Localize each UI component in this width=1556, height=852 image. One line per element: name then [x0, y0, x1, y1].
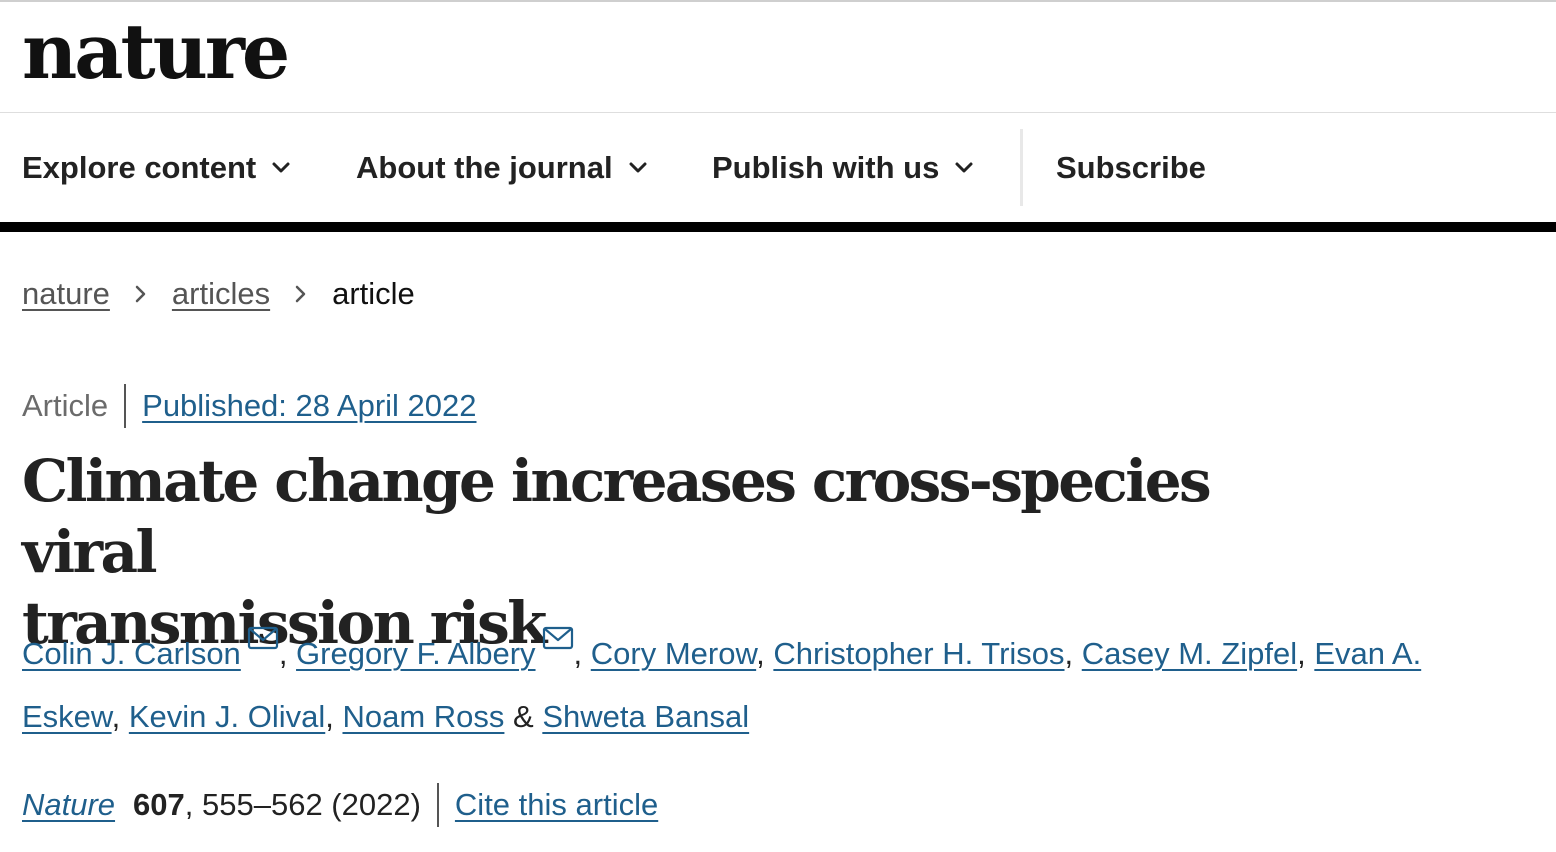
article-type: Article — [22, 388, 109, 423]
author-link[interactable]: Evan A. Eskew — [22, 636, 1422, 734]
breadcrumb-current: article — [332, 276, 415, 311]
citation-divider — [436, 783, 439, 827]
article-title: Climate change increases cross-species v… — [22, 446, 1342, 659]
nav-subscribe[interactable]: Subscribe — [1056, 113, 1206, 222]
top-border — [0, 0, 1556, 2]
nav-publish-with-us[interactable]: Publish with us — [712, 113, 975, 222]
author-separator: , — [111, 699, 129, 734]
author-separator: , — [278, 636, 297, 671]
author-link[interactable]: Christopher H. Trisos — [773, 636, 1065, 671]
author-separator: , — [756, 636, 774, 671]
nav-about-journal[interactable]: About the journal — [356, 113, 649, 222]
article-title-line-2: transmission risk — [22, 589, 547, 657]
author-link[interactable]: Kevin J. Olival — [128, 699, 326, 734]
nature-logo[interactable]: nature — [22, 7, 290, 96]
chevron-down-icon — [955, 162, 973, 172]
chevron-right-icon — [295, 285, 306, 303]
author-list: Colin J. Carlson, Gregory F. Albery, Cor… — [22, 622, 1522, 748]
author-separator: , — [325, 699, 343, 734]
nav-item-label: Publish with us — [712, 149, 940, 185]
envelope-icon[interactable] — [542, 626, 574, 650]
main-nav: Explore content About the journal Publis… — [0, 113, 1556, 222]
chevron-right-icon — [135, 285, 146, 303]
author-link[interactable]: Noam Ross — [342, 699, 505, 734]
author-link[interactable]: Gregory F. Albery — [296, 636, 536, 671]
journal-link[interactable]: Nature — [22, 787, 116, 822]
nav-bottom-rule — [0, 222, 1556, 232]
cite-this-article-link[interactable]: Cite this article — [454, 787, 659, 822]
author-link[interactable]: Cory Merow — [590, 636, 757, 671]
breadcrumb: nature articles article — [22, 272, 415, 316]
author-link[interactable]: Casey M. Zipfel — [1081, 636, 1298, 671]
nav-item-label: About the journal — [356, 149, 613, 185]
meta-divider — [124, 384, 127, 428]
chevron-down-icon — [629, 162, 647, 172]
author-separator: , — [1297, 636, 1315, 671]
author-separator: , — [1064, 636, 1082, 671]
article-meta: Article Published: 28 April 2022 — [22, 384, 477, 428]
citation-line: Nature 607 , 555–562 (2022) Cite this ar… — [22, 782, 658, 828]
nav-explore-content[interactable]: Explore content — [22, 113, 292, 222]
author-separator: , — [573, 636, 591, 671]
pages-year: , 555–562 (2022) — [184, 787, 421, 822]
author-link[interactable]: Colin J. Carlson — [22, 636, 241, 671]
published-date-link[interactable]: Published: 28 April 2022 — [142, 388, 477, 423]
volume-number: 607 — [133, 787, 185, 822]
envelope-icon[interactable] — [247, 626, 279, 650]
author-link[interactable]: Shweta Bansal — [542, 699, 750, 734]
nav-item-label: Subscribe — [1056, 149, 1206, 185]
article-title-line-1: Climate change increases cross-species v… — [22, 447, 1212, 586]
nav-item-label: Explore content — [22, 149, 257, 185]
author-separator-last: & — [504, 699, 543, 734]
chevron-down-icon — [272, 162, 290, 172]
breadcrumb-nature[interactable]: nature — [22, 276, 110, 311]
masthead: nature — [0, 2, 1556, 113]
breadcrumb-articles[interactable]: articles — [171, 276, 271, 311]
nav-divider — [1020, 129, 1023, 206]
